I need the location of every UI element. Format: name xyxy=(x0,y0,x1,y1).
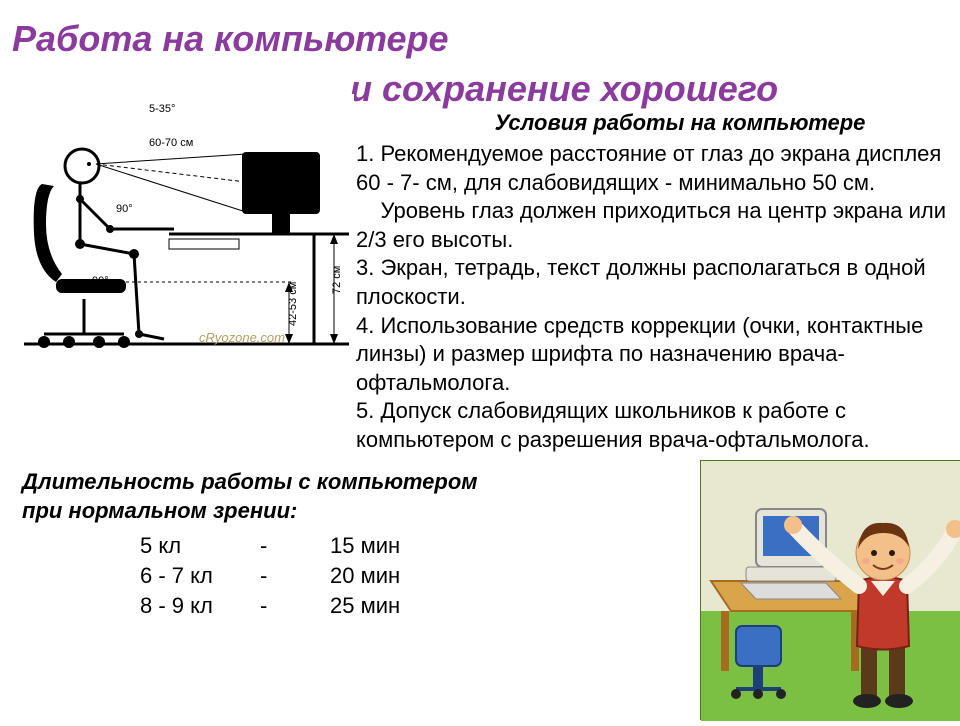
duration-time: 20 мин xyxy=(330,561,430,591)
duration-row: 6 - 7 кл - 20 мин xyxy=(140,561,478,591)
ergonomics-diagram: 72 см 42-53 см 5-35° 60-70 см 90° 90° cR… xyxy=(14,94,354,354)
duration-grade: 6 - 7 кл xyxy=(140,561,260,591)
duration-time: 25 мин xyxy=(330,591,430,621)
label-eye-distance: 60-70 см xyxy=(149,137,193,149)
duration-grade: 8 - 9 кл xyxy=(140,591,260,621)
duration-row: 5 кл - 15 мин xyxy=(140,531,478,561)
condition-3: 3. Экран, тетрадь, текст должны располаг… xyxy=(356,254,960,311)
condition-5: 5. Допуск слабовидящих школьников к рабо… xyxy=(356,397,960,454)
duration-time: 15 мин xyxy=(330,531,430,561)
duration-dash: - xyxy=(260,561,330,591)
conditions-subtitle: Условия работы на компьютере xyxy=(430,110,930,136)
duration-row: 8 - 9 кл - 25 мин xyxy=(140,591,478,621)
conditions-list: 1. Рекомендуемое расстояние от глаз до э… xyxy=(356,140,960,455)
duration-title-l2: при нормальном зрении: xyxy=(22,497,478,526)
label-desk-height: 72 см xyxy=(331,266,343,294)
label-seat-height: 42-53 см xyxy=(287,282,299,326)
label-angle-top: 5-35° xyxy=(149,103,175,115)
condition-2: 2. Уровень глаз должен приходиться на це… xyxy=(356,197,960,254)
diagram-watermark: cRyozone.com xyxy=(199,330,285,345)
condition-4: 4. Использование средств коррекции (очки… xyxy=(356,312,960,398)
duration-grade: 5 кл xyxy=(140,531,260,561)
label-elbow-angle: 90° xyxy=(116,203,133,215)
label-knee-angle: 90° xyxy=(92,275,109,287)
duration-dash: - xyxy=(260,531,330,561)
page-title-line2: и сохранение хорошего xyxy=(350,68,778,110)
cartoon-illustration xyxy=(700,460,960,720)
duration-table: 5 кл - 15 мин 6 - 7 кл - 20 мин 8 - 9 кл… xyxy=(140,531,478,620)
duration-block: Длительность работы с компьютером при но… xyxy=(22,468,478,620)
duration-title-l1: Длительность работы с компьютером xyxy=(22,468,478,497)
duration-dash: - xyxy=(260,591,330,621)
condition-1: 1. Рекомендуемое расстояние от глаз до э… xyxy=(356,140,960,197)
page-title-line1: Работа на компьютере xyxy=(12,18,449,60)
